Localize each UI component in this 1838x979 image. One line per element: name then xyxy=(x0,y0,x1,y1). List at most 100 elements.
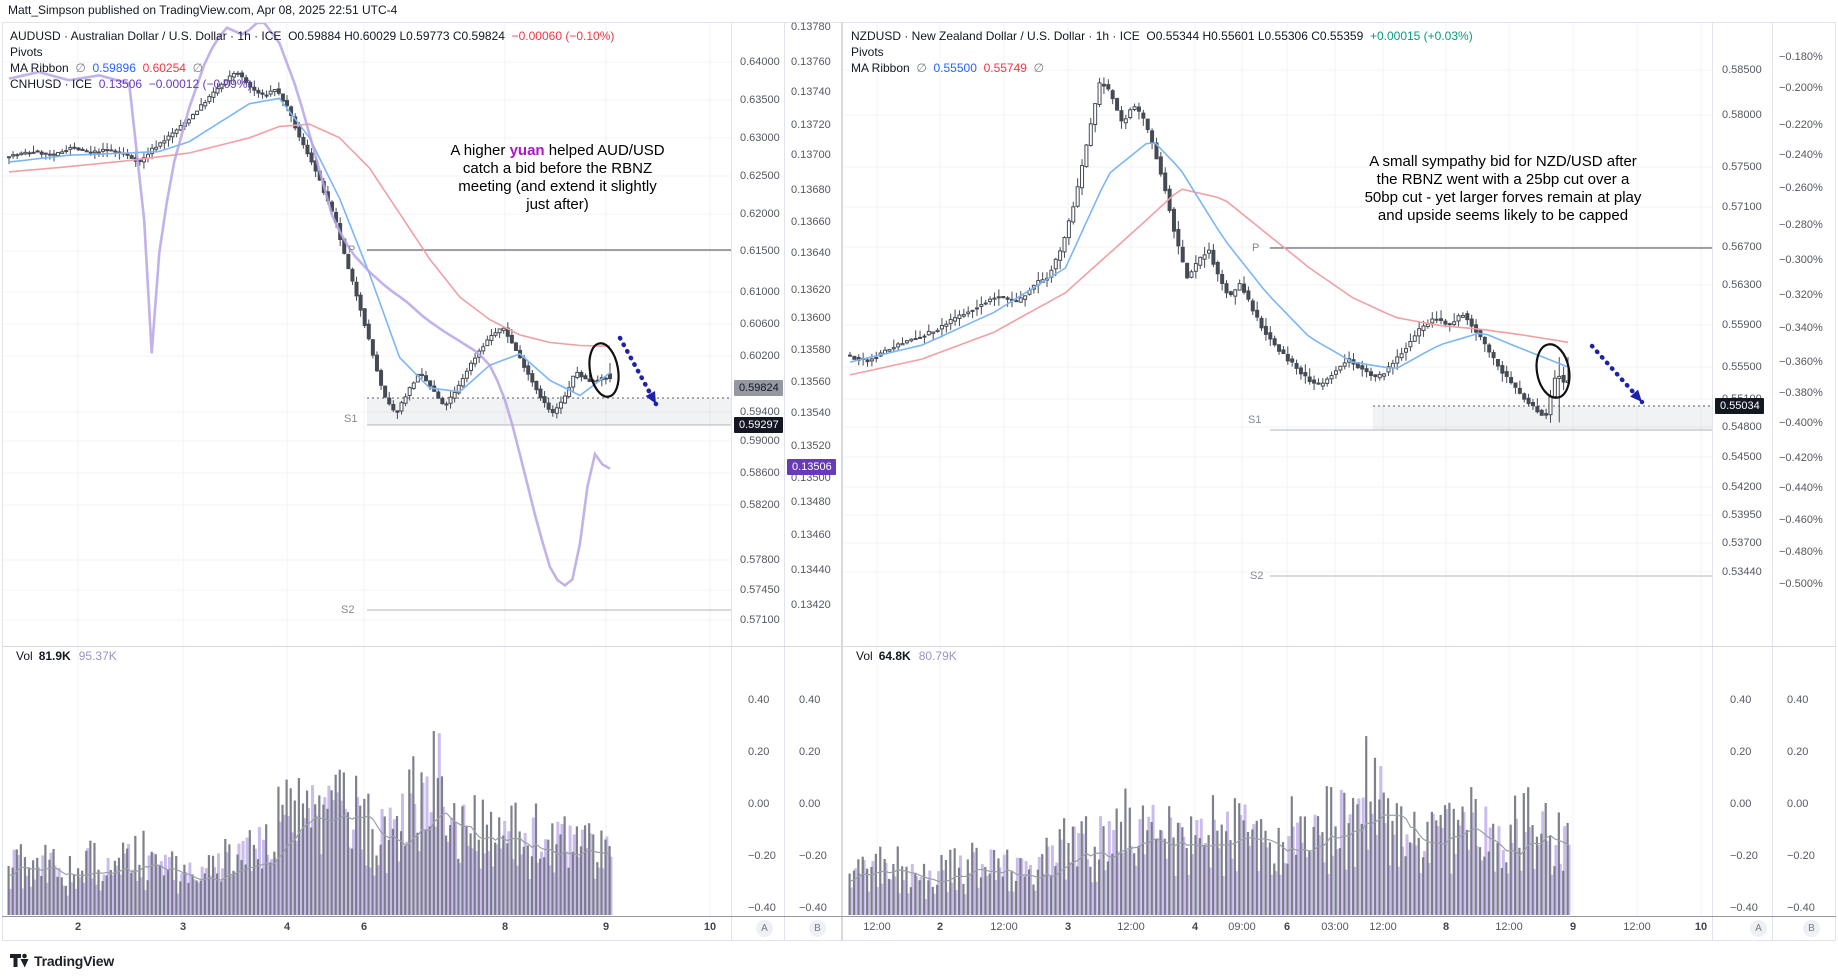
tradingview-logo[interactable]: TradingView xyxy=(10,951,114,970)
volume-bar-compare xyxy=(417,851,421,915)
axis-tick-label: 0.13440 xyxy=(791,564,831,576)
candle-body xyxy=(1115,98,1120,111)
axis-tick-label: 12:00 xyxy=(863,921,891,933)
volume-bar-compare xyxy=(1037,856,1041,915)
volume-bar xyxy=(1509,824,1512,915)
volume-bar-compare xyxy=(605,836,609,915)
separator-price-volume[interactable] xyxy=(2,646,1836,647)
volume-bar xyxy=(1334,826,1337,915)
volume-bar-compare xyxy=(1182,836,1186,915)
axis-tick-label: −0.40 xyxy=(1787,902,1815,914)
volume-bar-compare xyxy=(364,865,368,915)
candle-body xyxy=(1154,142,1159,160)
volume-bar xyxy=(449,825,452,915)
volume-bar-compare xyxy=(388,807,392,915)
volume-bar xyxy=(1351,798,1355,915)
volume-bar xyxy=(183,864,186,915)
ma-ribbon-label[interactable]: MA Ribbon xyxy=(10,61,69,75)
volume-bar xyxy=(1408,842,1412,915)
volume-bar-compare xyxy=(1077,833,1081,915)
volume-bar-compare xyxy=(1033,890,1037,915)
ma-ribbon-label[interactable]: MA Ribbon xyxy=(851,61,910,75)
axis-tick-label: 10 xyxy=(703,921,717,933)
separator-left-pane-axis[interactable] xyxy=(731,22,732,941)
axis-tick-label: −0.20 xyxy=(799,850,827,862)
scale-button-a-left[interactable]: A xyxy=(756,920,773,937)
axis-tick-label: 12:00 xyxy=(990,921,1018,933)
volume-bar xyxy=(1115,808,1118,915)
volume-bar-compare xyxy=(1357,798,1361,915)
volume-bar xyxy=(330,790,333,915)
volume-bar-compare xyxy=(155,864,159,915)
candle-body xyxy=(154,146,159,150)
volume-bar-compare xyxy=(1405,834,1409,915)
candle-body xyxy=(1469,318,1474,327)
volume-bar-compare xyxy=(1488,827,1492,915)
volume-bar xyxy=(971,842,974,915)
axis-tick-label: 2 xyxy=(74,921,82,933)
ma-fast-value: 0.59896 xyxy=(92,61,136,75)
volume-bar-compare xyxy=(486,851,490,915)
audusd-volume-legend[interactable]: Vol 81.9K 95.37K xyxy=(16,649,117,663)
nzdusd-volume-legend[interactable]: Vol 64.8K 80.79K xyxy=(856,649,957,663)
volume-bar-compare xyxy=(306,808,310,915)
volume-bar-compare xyxy=(1134,865,1138,915)
pivots-indicator-label[interactable]: Pivots xyxy=(10,45,43,59)
ma-ribbon-eye-icon[interactable]: ∅ xyxy=(1033,61,1045,75)
volume-bar xyxy=(1290,796,1293,915)
volume-main-value: 64.8K xyxy=(878,649,911,663)
volume-bar-compare xyxy=(445,841,449,915)
volume-bar-compare xyxy=(576,856,580,915)
volume-bar-compare xyxy=(282,814,286,915)
volume-bar-compare xyxy=(1129,845,1133,915)
volume-bar xyxy=(1233,798,1236,915)
separator-left-axis2[interactable] xyxy=(784,22,785,941)
volume-bar-compare xyxy=(519,854,523,915)
axis-tick-label: 12:00 xyxy=(1369,921,1397,933)
volume-bar-compare xyxy=(1392,834,1396,915)
volume-bar xyxy=(105,875,108,915)
volume-bar xyxy=(883,859,886,915)
volume-bar-compare xyxy=(311,785,315,915)
volume-bar xyxy=(293,800,296,915)
audusd-symbol-title[interactable]: AUDUSD · Australian Dollar / U.S. Dollar… xyxy=(10,29,282,43)
candle-body xyxy=(1522,393,1527,400)
volume-bar-compare xyxy=(1116,851,1120,915)
scale-button-b-left[interactable]: B xyxy=(809,920,826,937)
volume-bar xyxy=(191,874,194,915)
ma-slow-value: 0.55749 xyxy=(983,61,1027,75)
axis-tick-label: 9 xyxy=(1569,921,1577,933)
volume-bar xyxy=(551,823,554,915)
volume-bar xyxy=(1478,847,1482,915)
scale-button-b-right[interactable]: B xyxy=(1803,920,1820,937)
candle-body xyxy=(162,140,167,144)
ma-ribbon-eye-icon[interactable]: ∅ xyxy=(916,61,927,75)
candle-body xyxy=(293,116,298,129)
pivots-indicator-label[interactable]: Pivots xyxy=(851,45,884,59)
candle-body xyxy=(464,370,469,379)
candle-body xyxy=(1132,106,1137,110)
ma-ribbon-eye-icon[interactable]: ∅ xyxy=(192,61,204,75)
volume-bar-compare xyxy=(853,868,857,915)
volume-bar xyxy=(1566,822,1569,915)
volume-bar xyxy=(375,855,378,915)
volume-bar-compare xyxy=(200,866,204,915)
candle-body xyxy=(1386,366,1391,373)
volume-bar xyxy=(199,880,202,915)
volume-bar-compare xyxy=(1554,844,1558,915)
separator-right-axis2[interactable] xyxy=(1772,22,1773,941)
volume-bar xyxy=(852,870,856,915)
nzdusd-symbol-title[interactable]: NZDUSD · New Zealand Dollar / U.S. Dolla… xyxy=(851,29,1140,43)
separator-right-pane-axis[interactable] xyxy=(1712,22,1713,941)
volume-bar xyxy=(874,853,877,915)
ma-ribbon-eye-icon[interactable]: ∅ xyxy=(75,61,86,75)
volume-bar xyxy=(404,845,407,915)
candle-body xyxy=(909,338,914,342)
scale-button-a-right[interactable]: A xyxy=(1750,920,1767,937)
cnhusd-compare-label[interactable]: CNHUSD · ICE xyxy=(10,77,93,91)
volume-bar xyxy=(216,873,219,915)
candle-body xyxy=(166,135,171,141)
volume-bar-compare xyxy=(1440,827,1444,915)
volume-bar xyxy=(1277,827,1280,915)
